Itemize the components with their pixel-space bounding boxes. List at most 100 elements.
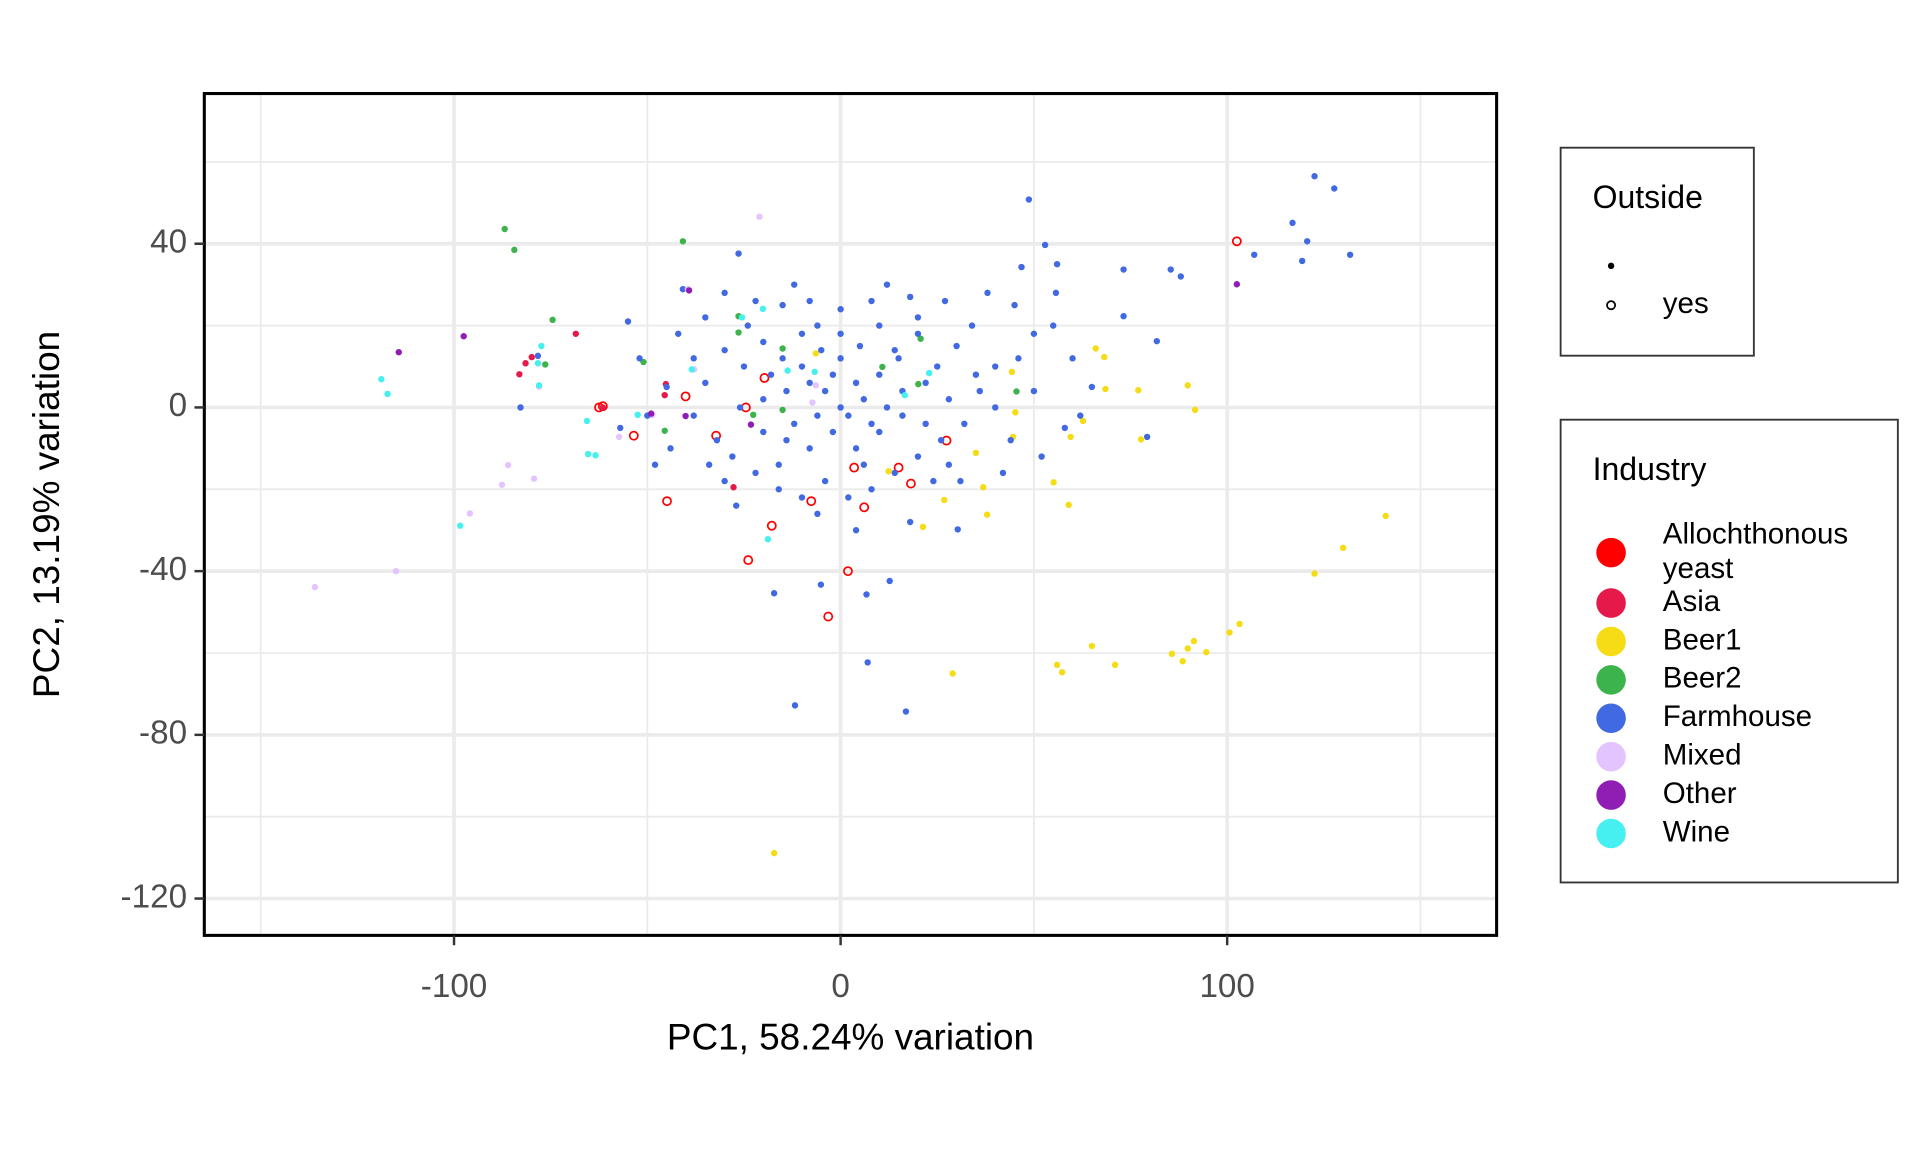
point (876, 428, 883, 436)
point (883, 281, 891, 288)
point (599, 404, 607, 411)
point (311, 583, 319, 591)
point (972, 449, 980, 457)
outside-legend-title: Outside (1593, 179, 1703, 215)
point (1088, 642, 1096, 650)
outside-legend-box (1559, 146, 1755, 357)
point (662, 496, 672, 507)
point (1025, 196, 1033, 203)
point (1311, 173, 1318, 180)
point (702, 379, 709, 387)
legend-label: Other (1663, 777, 1737, 810)
legend-key (1596, 703, 1626, 734)
point (1053, 661, 1061, 669)
point (917, 335, 924, 342)
point (690, 412, 697, 419)
point (845, 494, 852, 501)
point (845, 412, 852, 419)
point (690, 355, 697, 362)
point (1167, 266, 1174, 273)
point (783, 387, 790, 395)
point (764, 536, 772, 543)
point (829, 428, 837, 436)
point (736, 404, 744, 411)
point (1184, 382, 1191, 389)
point (682, 412, 689, 420)
point (812, 350, 820, 357)
outside-legend-key (1607, 262, 1615, 270)
point (1251, 251, 1258, 258)
point (957, 477, 964, 485)
point (516, 371, 523, 378)
point (679, 238, 687, 245)
point (814, 322, 821, 329)
legend-key (1596, 626, 1626, 657)
point (914, 453, 922, 460)
point (1226, 629, 1233, 636)
point (791, 702, 799, 709)
point (999, 469, 1007, 477)
point (891, 469, 898, 477)
point (809, 399, 816, 406)
point (837, 355, 844, 362)
point (466, 510, 474, 517)
point (901, 391, 908, 399)
point (460, 333, 467, 340)
point (624, 318, 632, 325)
point (1030, 330, 1038, 337)
point (945, 461, 953, 468)
x-axis-title: PC1, 58.24% variation (667, 1017, 1034, 1058)
point (885, 468, 892, 475)
point (949, 670, 956, 677)
legend-key (1596, 780, 1626, 810)
point (953, 342, 960, 350)
point (1008, 368, 1016, 376)
legend-label: Beer1 (1663, 623, 1742, 656)
point (876, 322, 883, 329)
point (592, 452, 599, 459)
point (1137, 436, 1145, 443)
legend-label: Wine (1663, 815, 1730, 848)
point (868, 486, 875, 493)
point (759, 373, 770, 383)
y-tick-label: -80 (139, 715, 187, 752)
y-axis-title: PC2, 13.19% variation (26, 331, 67, 698)
point (941, 297, 949, 305)
point (1101, 353, 1108, 361)
point (899, 412, 906, 419)
point (798, 330, 806, 337)
point (984, 289, 991, 297)
legend-key (1596, 818, 1626, 849)
point (852, 527, 860, 534)
point (1053, 260, 1061, 268)
point (895, 355, 902, 362)
point (837, 404, 844, 411)
point (1015, 355, 1022, 362)
point (752, 297, 759, 305)
point (1088, 383, 1096, 391)
point (779, 355, 786, 362)
y-tick-label: 40 (150, 224, 187, 261)
point (679, 285, 687, 293)
point (661, 427, 668, 434)
point (615, 433, 623, 441)
point (744, 322, 752, 329)
point (864, 659, 871, 666)
point (879, 363, 886, 371)
point (634, 411, 641, 419)
point (584, 450, 592, 458)
point (384, 390, 391, 398)
point (511, 246, 518, 254)
point (814, 510, 821, 518)
point (954, 526, 961, 533)
point (849, 462, 860, 473)
industry-legend-title: Industry (1593, 451, 1707, 487)
point (1102, 385, 1109, 393)
point (713, 436, 721, 444)
point (538, 342, 545, 350)
point (906, 293, 914, 301)
point (791, 281, 798, 288)
point (976, 387, 983, 395)
point (572, 330, 580, 337)
